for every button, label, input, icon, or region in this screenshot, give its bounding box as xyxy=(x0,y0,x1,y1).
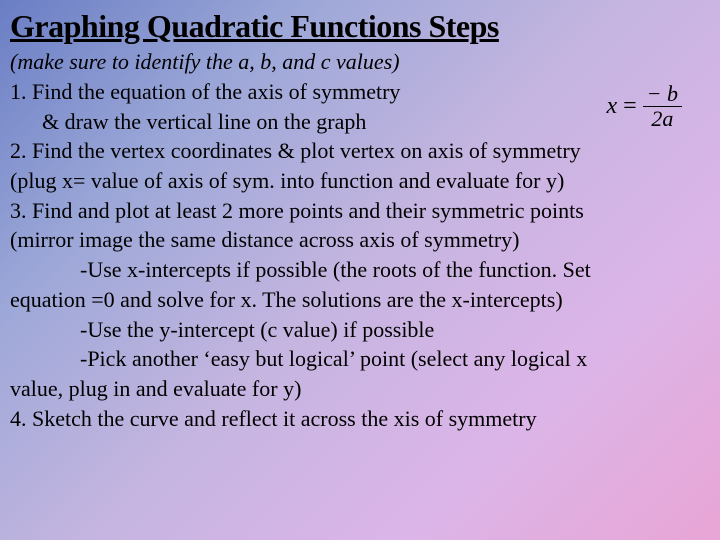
step3-bullet1a: -Use x-intercepts if possible (the roots… xyxy=(10,255,710,285)
formula-equals: = xyxy=(623,90,637,122)
step1-line2: & draw the vertical line on the graph xyxy=(10,107,586,137)
slide-subtitle: (make sure to identify the a, b, and c v… xyxy=(10,49,710,75)
formula-fraction: − b 2a xyxy=(643,82,682,131)
slide-title: Graphing Quadratic Functions Steps xyxy=(10,8,710,45)
step3-bullet2: -Use the y-intercept (c value) if possib… xyxy=(10,315,710,345)
step3-bullet1b: equation =0 and solve for x. The solutio… xyxy=(10,285,710,315)
step2-line1: 2. Find the vertex coordinates & plot ve… xyxy=(10,136,710,166)
step3-bullet3b: value, plug in and evaluate for y) xyxy=(10,374,710,404)
step3-line2: (mirror image the same distance across a… xyxy=(10,225,710,255)
formula-x: x xyxy=(606,90,617,122)
step-3: 3. Find and plot at least 2 more points … xyxy=(10,196,710,404)
step3-line1: 3. Find and plot at least 2 more points … xyxy=(10,196,710,226)
step2-line2: (plug x= value of axis of sym. into func… xyxy=(10,166,710,196)
step-1: 1. Find the equation of the axis of symm… xyxy=(10,77,710,136)
slide-body: 1. Find the equation of the axis of symm… xyxy=(10,77,710,433)
step1-line1: 1. Find the equation of the axis of symm… xyxy=(10,77,586,107)
step-4: 4. Sketch the curve and reflect it acros… xyxy=(10,404,710,434)
step-2: 2. Find the vertex coordinates & plot ve… xyxy=(10,136,710,195)
step3-bullet3a: -Pick another ‘easy but logical’ point (… xyxy=(10,344,710,374)
formula-denominator: 2a xyxy=(647,107,677,131)
formula-numerator: − b xyxy=(643,82,682,107)
axis-of-symmetry-formula: x = − b 2a xyxy=(606,82,682,131)
